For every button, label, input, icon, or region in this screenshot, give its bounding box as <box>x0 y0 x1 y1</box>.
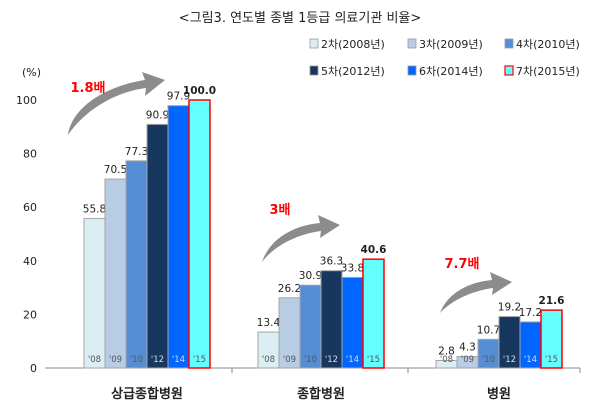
bar-year-label: '08 <box>262 355 275 365</box>
legend-swatch <box>309 38 319 49</box>
data-label: 90.9 <box>146 109 169 121</box>
legend-swatch <box>407 65 417 76</box>
data-label: 77.3 <box>125 146 148 158</box>
y-tick-label: 40 <box>23 255 37 268</box>
bar-year-label: '12 <box>325 355 338 365</box>
y-tick-label: 20 <box>23 308 37 321</box>
bar-year-label: '09 <box>109 355 122 365</box>
data-label: 17.2 <box>519 307 542 319</box>
data-label: 36.3 <box>320 256 343 268</box>
bar-year-label: '15 <box>545 355 558 365</box>
legend-label: 2차(2008년) <box>321 38 385 51</box>
category-label: 종합병원 <box>297 386 345 402</box>
bar <box>146 123 169 369</box>
data-label: 21.6 <box>539 295 565 307</box>
growth-annotation: 7.7배 <box>445 256 480 272</box>
data-label: 4.3 <box>459 341 476 353</box>
y-axis-label: (%) <box>22 66 41 79</box>
data-label: 19.2 <box>498 302 521 314</box>
y-tick-label: 0 <box>30 362 37 375</box>
data-label: 55.8 <box>83 203 106 215</box>
y-tick-label: 80 <box>23 148 37 161</box>
bar-year-label: '12 <box>503 355 516 365</box>
trend-arrow <box>68 72 165 135</box>
bar-year-label: '15 <box>367 355 380 365</box>
legend-label: 6차(2014년) <box>419 65 483 78</box>
data-label: 70.5 <box>104 164 127 176</box>
bar-year-label: '14 <box>524 355 537 365</box>
bar <box>320 270 343 369</box>
data-label: 30.9 <box>299 270 322 282</box>
bar-year-label: '08 <box>88 355 101 365</box>
data-label: 33.8 <box>341 262 364 274</box>
legend-label: 3차(2009년) <box>419 38 483 51</box>
legend-swatch <box>407 38 417 49</box>
bar-year-label: '10 <box>482 355 495 365</box>
bar-year-label: '14 <box>172 355 185 365</box>
legend-swatch <box>309 65 319 76</box>
bar <box>104 178 127 369</box>
bar-year-label: '08 <box>440 355 453 365</box>
data-label: 13.4 <box>257 317 281 329</box>
bar-year-label: '14 <box>346 355 359 365</box>
bar <box>167 105 190 369</box>
legend-label: 4차(2010년) <box>516 38 580 51</box>
data-label: 40.6 <box>361 244 387 256</box>
category-label: 상급종합병원 <box>111 386 183 402</box>
bar-year-label: '15 <box>193 355 206 365</box>
bar <box>188 99 211 369</box>
legend-swatch <box>504 65 514 76</box>
growth-annotation: 1.8배 <box>71 80 106 96</box>
growth-annotation: 3배 <box>269 202 290 218</box>
bar-year-label: '09 <box>461 355 474 365</box>
data-label: 97.9 <box>167 91 190 103</box>
y-tick-label: 100 <box>16 94 37 107</box>
legend-label: 5차(2012년) <box>321 65 385 78</box>
category-label: 병원 <box>487 386 511 402</box>
data-label: 2.8 <box>438 345 455 357</box>
data-label: 26.2 <box>278 283 301 295</box>
bar-year-label: '09 <box>283 355 296 365</box>
legend-label: 7차(2015년) <box>516 65 580 78</box>
trend-arrow <box>262 215 340 262</box>
bar <box>125 160 148 369</box>
bar <box>83 217 106 369</box>
bar <box>540 309 563 369</box>
trend-arrow <box>440 272 512 313</box>
bar-year-label: '12 <box>151 355 164 365</box>
legend-swatch <box>504 38 514 49</box>
y-tick-label: 60 <box>23 201 37 214</box>
bar <box>362 258 385 369</box>
data-label: 100.0 <box>183 85 216 97</box>
bar-year-label: '10 <box>304 355 317 365</box>
data-label: 10.7 <box>477 324 500 336</box>
chart-title: <그림3. 연도별 종별 1등급 의료기관 비율> <box>179 11 422 26</box>
bar-year-label: '10 <box>130 355 143 365</box>
